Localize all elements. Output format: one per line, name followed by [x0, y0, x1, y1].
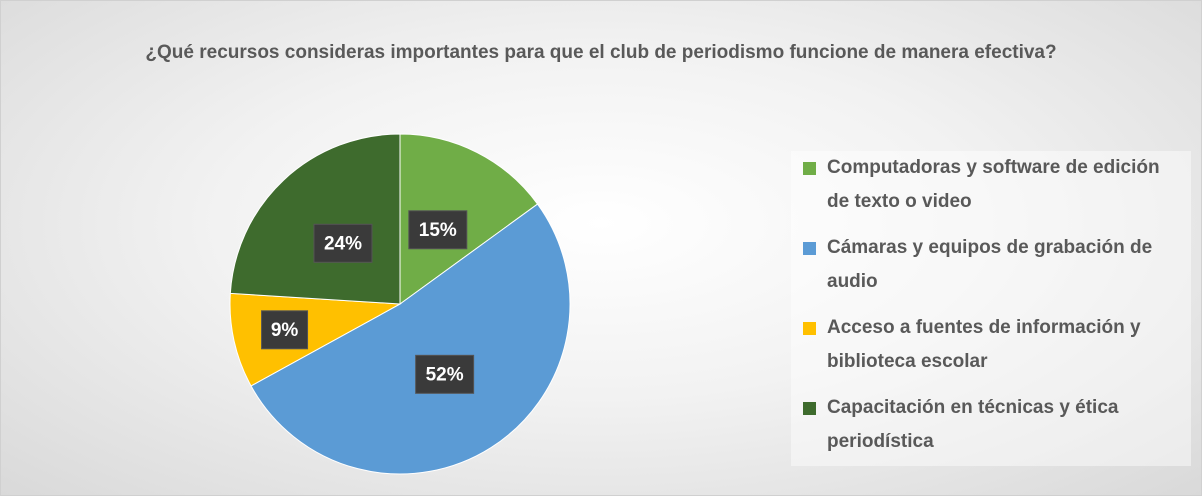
data-label-box [415, 354, 475, 394]
legend-item: Cámaras y equipos de grabación de audio [799, 231, 1182, 299]
legend-label: Computadoras y software de edición de te… [827, 157, 1160, 212]
legend-label: Cámaras y equipos de grabación de audio [827, 237, 1153, 292]
legend-swatch [803, 402, 816, 415]
legend-item: Acceso a fuentes de información y biblio… [799, 311, 1182, 379]
chart-title: ¿Qué recursos consideras importantes par… [145, 42, 1057, 63]
legend-swatch [803, 322, 816, 335]
data-label-box [408, 210, 468, 250]
pie-slice [229, 133, 401, 305]
data-label: 52% [426, 364, 464, 385]
legend-label: Capacitación en técnicas y ética periodí… [827, 397, 1119, 452]
data-label: 15% [419, 220, 457, 241]
data-label: 9% [271, 320, 299, 341]
data-label-box [313, 223, 373, 263]
legend-swatch [803, 162, 816, 175]
legend: Computadoras y software de edición de te… [791, 151, 1191, 466]
data-label-box [261, 310, 309, 350]
pie-slice [399, 133, 539, 305]
legend-item: Computadoras y software de edición de te… [799, 151, 1182, 219]
legend-item: Capacitación en técnicas y ética periodí… [799, 391, 1182, 459]
legend-swatch [803, 242, 816, 255]
data-label: 24% [324, 233, 362, 254]
pie-slice [250, 203, 571, 475]
legend-label: Acceso a fuentes de información y biblio… [827, 317, 1141, 372]
